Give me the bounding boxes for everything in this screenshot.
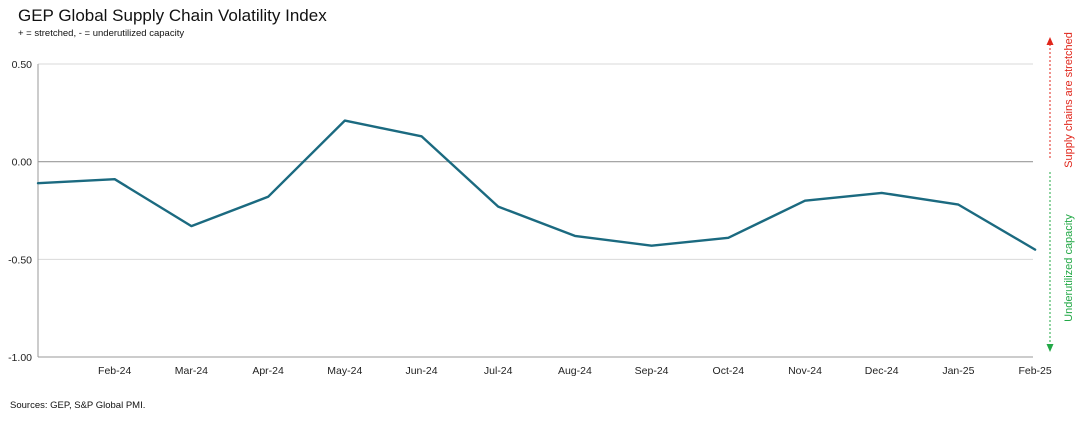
x-tick-label: Feb-25 [1018, 365, 1051, 377]
x-tick-label: Jun-24 [405, 365, 437, 377]
y-tick-label: 0.50 [12, 59, 33, 71]
x-tick-label: Apr-24 [252, 365, 284, 377]
chart-subtitle: + = stretched, - = underutilized capacit… [18, 28, 185, 39]
x-tick-label: Feb-24 [98, 365, 131, 377]
y-tick-label: -0.50 [8, 254, 32, 266]
series-layer [36, 119, 1037, 251]
gridlines [38, 63, 1033, 358]
lower-annotation-label: Underutilized capacity [1063, 214, 1075, 322]
lower-arrow-head [1046, 344, 1054, 352]
x-tick-label: Oct-24 [713, 365, 745, 377]
side-annotations: Supply chains are stretched Underutilized… [1046, 32, 1075, 352]
x-tick-label: Dec-24 [865, 365, 899, 377]
y-tick-label: -1.00 [8, 352, 32, 364]
upper-arrow-head [1046, 37, 1054, 45]
x-tick-label: Aug-24 [558, 365, 592, 377]
x-tick-label: Nov-24 [788, 365, 822, 377]
chart-source: Sources: GEP, S&P Global PMI. [10, 400, 146, 411]
x-tick-label: Jul-24 [484, 365, 513, 377]
y-tick-label: 0.00 [12, 157, 33, 169]
series-line [36, 119, 1037, 251]
x-tick-label: May-24 [327, 365, 362, 377]
chart-title: GEP Global Supply Chain Volatility Index [18, 6, 327, 25]
axes: 0.50 0.00 -0.50 -1.00 Feb-24 Mar-24 Apr-24 May-… [8, 59, 1052, 377]
x-tick-label: Jan-25 [942, 365, 974, 377]
x-tick-label: Mar-24 [175, 365, 208, 377]
x-tick-label: Sep-24 [635, 365, 669, 377]
upper-annotation-label: Supply chains are stretched [1063, 32, 1075, 168]
